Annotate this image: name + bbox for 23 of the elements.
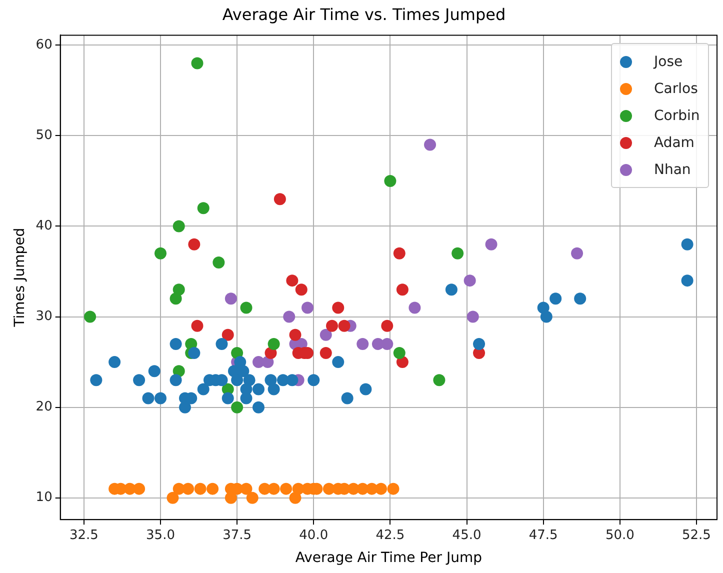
x-tick-label: 32.5 — [69, 528, 98, 543]
legend-label: Carlos — [654, 80, 698, 97]
x-tick-label: 45.0 — [452, 528, 482, 543]
y-tick-label: 60 — [36, 38, 52, 53]
legend-label: Jose — [654, 54, 683, 70]
y-axis-title: Times Jumped — [12, 228, 28, 328]
legend-label: Nhan — [654, 162, 691, 178]
x-tick-label: 50.0 — [605, 528, 634, 543]
legend-label: Adam — [654, 134, 694, 151]
chart-title: Average Air Time vs. Times Jumped — [222, 4, 506, 24]
x-tick-label: 52.5 — [682, 528, 711, 543]
y-tick-label: 20 — [36, 400, 52, 415]
y-tick-label: 30 — [36, 309, 52, 324]
y-tick-label: 10 — [36, 490, 52, 506]
y-tick-label: 40 — [36, 218, 52, 234]
legend-label: Corbin — [654, 108, 700, 124]
x-tick-label: 47.5 — [528, 528, 558, 543]
x-axis-title: Average Air Time Per Jump — [295, 550, 482, 566]
x-tick-label: 40.0 — [299, 528, 328, 543]
y-tick-label: 50 — [36, 128, 52, 144]
x-tick-label: 42.5 — [376, 528, 405, 543]
x-tick-label: 37.5 — [222, 528, 252, 543]
x-tick-label: 35.0 — [146, 528, 175, 543]
